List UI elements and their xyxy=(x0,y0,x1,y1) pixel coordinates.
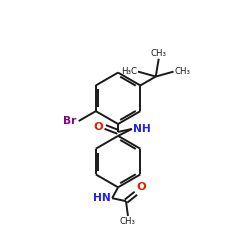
Text: HN: HN xyxy=(94,193,111,203)
Text: O: O xyxy=(137,182,146,192)
Text: CH₃: CH₃ xyxy=(174,67,190,76)
Text: O: O xyxy=(94,122,103,132)
Text: CH₃: CH₃ xyxy=(120,217,136,226)
Text: NH: NH xyxy=(133,124,151,134)
Text: Br: Br xyxy=(63,116,77,126)
Text: CH₃: CH₃ xyxy=(151,49,167,58)
Text: H₃C: H₃C xyxy=(121,67,137,76)
